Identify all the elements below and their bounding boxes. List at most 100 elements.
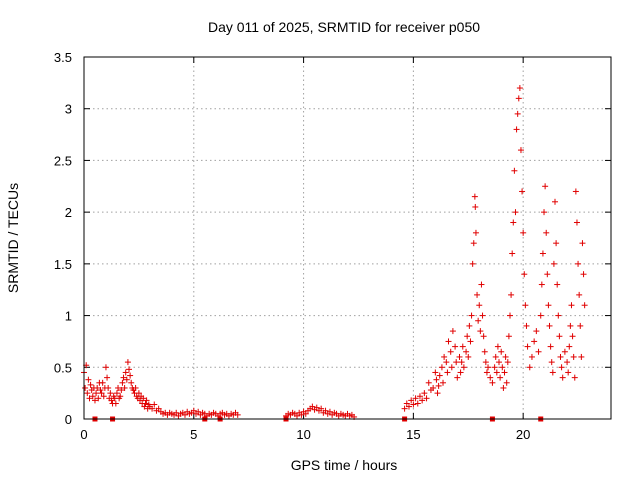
data-point (502, 353, 509, 360)
data-point (326, 408, 333, 415)
data-point (545, 302, 552, 309)
data-point (493, 369, 500, 376)
data-point (128, 379, 135, 386)
data-point (126, 366, 133, 373)
data-point (122, 369, 129, 376)
data-point (508, 291, 515, 298)
data-point (121, 384, 128, 391)
data-point (445, 338, 452, 345)
data-point (457, 369, 464, 376)
data-point (465, 353, 472, 360)
data-point (416, 393, 423, 400)
data-point (476, 302, 483, 309)
data-point (509, 250, 516, 257)
data-point (542, 183, 549, 190)
data-point (514, 110, 521, 117)
data-point (491, 364, 498, 371)
data-point (86, 395, 93, 402)
data-point (526, 364, 533, 371)
data-point (456, 353, 463, 360)
data-point (414, 400, 421, 407)
data-point (471, 193, 478, 200)
data-point (132, 384, 139, 391)
data-point (84, 390, 91, 397)
data-point (469, 260, 476, 267)
data-point (401, 405, 408, 412)
y-tick-label: 3.5 (54, 50, 72, 65)
data-point (553, 240, 560, 247)
x-tick-label: 5 (190, 427, 197, 442)
data-point (108, 397, 115, 404)
data-point (521, 271, 528, 278)
data-point (309, 403, 316, 410)
data-point (475, 317, 482, 324)
data-point (112, 400, 119, 407)
data-point (454, 374, 461, 381)
data-point (552, 198, 559, 205)
data-point (579, 240, 586, 247)
data-point (470, 240, 477, 247)
data-point (547, 343, 554, 350)
data-point (293, 412, 300, 419)
data-point (564, 359, 571, 366)
data-point (120, 374, 127, 381)
data-point (467, 338, 474, 345)
data-point (516, 85, 523, 92)
data-point (482, 359, 489, 366)
data-point (568, 302, 575, 309)
data-point (195, 408, 202, 415)
data-point (497, 374, 504, 381)
data-point (577, 322, 584, 329)
data-point (155, 405, 162, 412)
data-point (528, 353, 535, 360)
x-tick-label: 10 (296, 427, 310, 442)
data-point (578, 353, 585, 360)
data-point (433, 376, 440, 383)
data-point (523, 322, 530, 329)
data-point (453, 359, 460, 366)
x-tick-label: 15 (406, 427, 420, 442)
data-point (558, 364, 565, 371)
data-point (500, 384, 507, 391)
data-point (97, 387, 104, 394)
data-point (113, 390, 120, 397)
y-tick-label: 0 (65, 412, 72, 427)
data-point (510, 219, 517, 226)
data-point (107, 390, 114, 397)
data-point (91, 397, 98, 404)
data-point (448, 364, 455, 371)
y-tick-label: 1 (65, 309, 72, 324)
data-point (322, 407, 329, 414)
data-point (546, 322, 553, 329)
chart-title: Day 011 of 2025, SRMTID for receiver p05… (208, 19, 480, 35)
data-point (505, 333, 512, 340)
axis-ticks (83, 56, 611, 420)
data-point (481, 348, 488, 355)
grid-lines (84, 57, 611, 419)
data-point (533, 328, 540, 335)
data-point (410, 401, 417, 408)
data-point (517, 147, 524, 154)
data-point (504, 359, 511, 366)
data-point (95, 395, 102, 402)
data-point (496, 359, 503, 366)
data-point (408, 397, 415, 404)
x-axis-label: GPS time / hours (291, 457, 398, 473)
data-point (537, 312, 544, 319)
plot-frame (83, 56, 612, 420)
data-point (85, 376, 92, 383)
data-point (105, 384, 112, 391)
data-point (89, 393, 96, 400)
data-point (499, 364, 506, 371)
data-point (531, 338, 538, 345)
data-point (104, 374, 111, 381)
data-point (142, 400, 149, 407)
data-point (140, 395, 147, 402)
data-point (123, 376, 130, 383)
data-point (494, 343, 501, 350)
data-point (573, 219, 580, 226)
data-point (565, 369, 572, 376)
data-point (460, 364, 467, 371)
data-point (464, 333, 471, 340)
